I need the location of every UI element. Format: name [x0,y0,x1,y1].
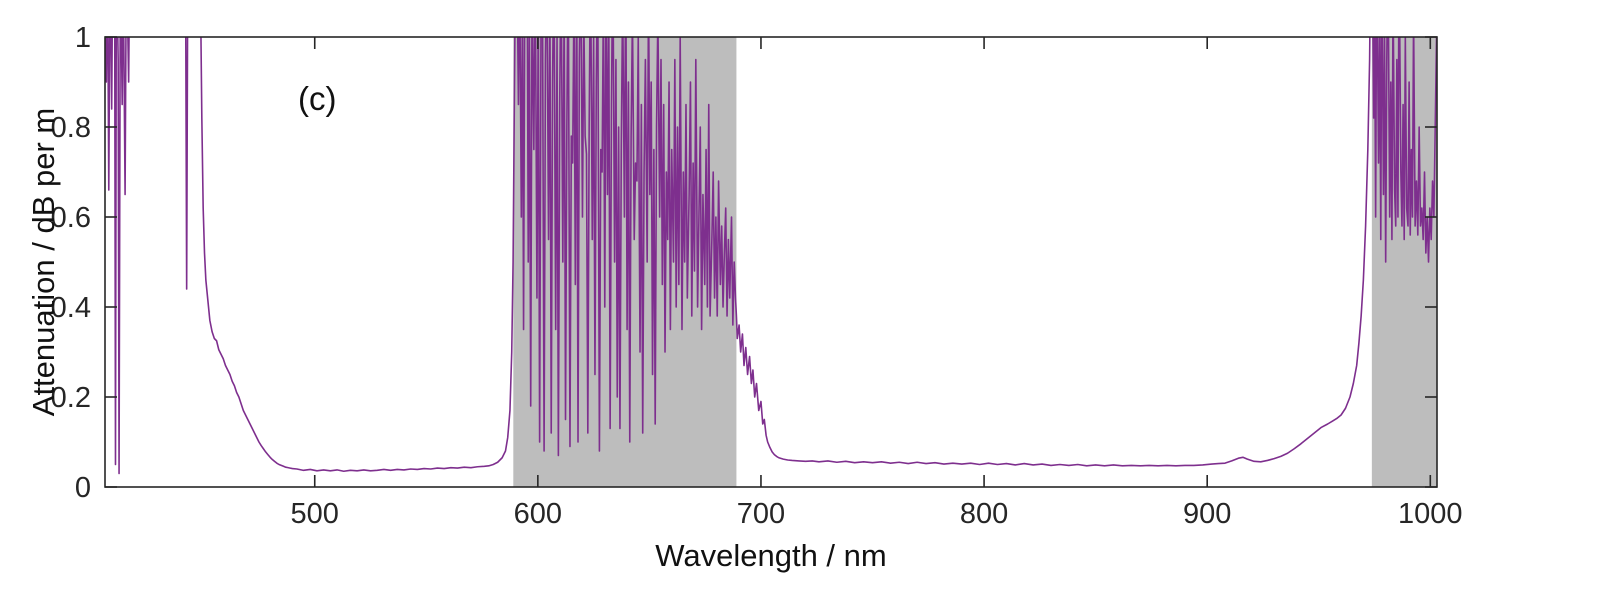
y-tick-label: 0.2 [51,382,91,414]
plot-box [104,36,1438,488]
x-tick-label: 600 [514,498,562,530]
x-tick-label: 800 [960,498,1008,530]
y-tick-label: 0.6 [51,202,91,234]
y-tick-label: 1 [75,22,91,54]
x-tick-label: 1000 [1398,498,1463,530]
x-axis-title: Wavelength / nm [655,538,887,573]
x-tick-label: 900 [1183,498,1231,530]
y-tick-label: 0.4 [51,292,91,324]
y-tick-label: 0 [75,472,91,504]
y-axis-title: Attenuation / dB per m [26,107,61,417]
panel-label: (c) [298,80,337,117]
y-tick-label: 0.8 [51,112,91,144]
x-tick-label: 700 [737,498,785,530]
attenuation-spectrum-line [105,37,1437,475]
x-tick-label: 500 [291,498,339,530]
